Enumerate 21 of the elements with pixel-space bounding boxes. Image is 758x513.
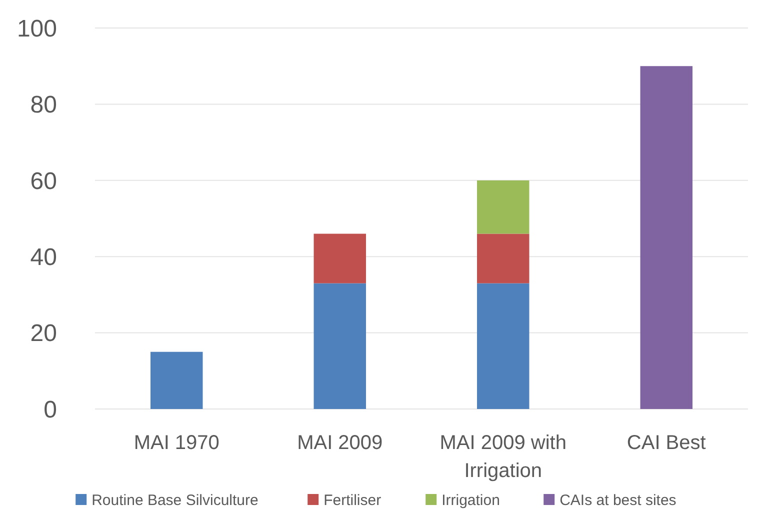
y-tick-label: 0 — [44, 396, 57, 424]
bar — [640, 66, 692, 409]
bar — [477, 234, 530, 284]
bar — [314, 283, 366, 409]
bar — [477, 283, 530, 409]
y-tick-label: 100 — [16, 15, 57, 42]
x-tick-label: MAI 2009 — [297, 432, 383, 454]
x-tick-label: MAI 1970 — [134, 432, 220, 454]
x-tick-label: CAI Best — [626, 432, 706, 454]
x-tick-label: MAI 2009 with Irrigation — [440, 432, 566, 482]
legend-label: CAIs at best sites — [560, 492, 676, 509]
legend-label: Routine Base Silviculture — [92, 492, 258, 509]
y-tick-label: 60 — [30, 168, 57, 195]
legend-label: Irrigation — [442, 492, 500, 509]
legend-label: Fertiliser — [324, 492, 382, 509]
y-tick-label: 20 — [30, 320, 57, 348]
y-tick-label: 40 — [30, 244, 57, 271]
y-tick-label: 80 — [30, 92, 57, 119]
bar — [477, 180, 530, 234]
bar — [314, 234, 366, 284]
bar — [150, 352, 203, 409]
